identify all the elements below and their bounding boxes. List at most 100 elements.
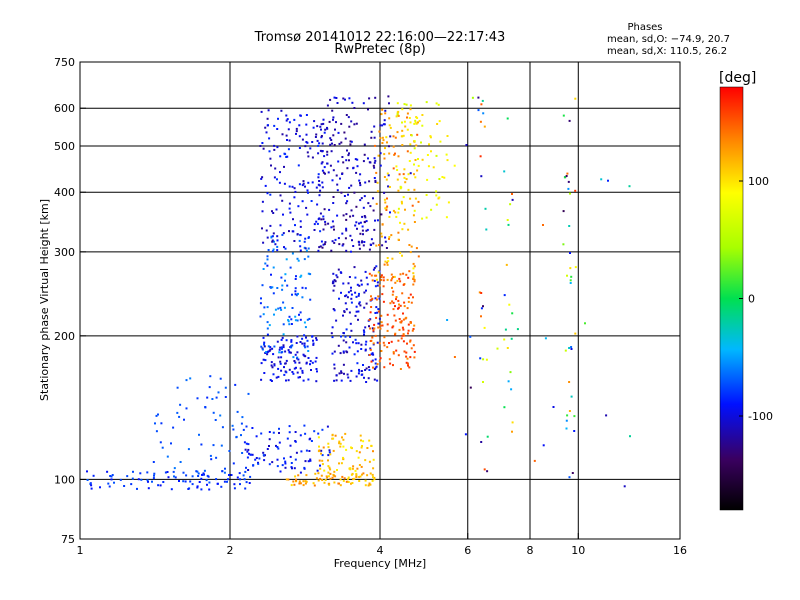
data-point — [420, 141, 422, 144]
data-point — [317, 176, 320, 179]
data-point — [251, 453, 254, 456]
data-point — [206, 483, 208, 486]
data-point — [206, 396, 209, 399]
data-point — [276, 340, 279, 343]
data-point — [288, 207, 291, 210]
data-point — [338, 462, 340, 465]
data-point — [406, 150, 409, 153]
data-point — [511, 193, 513, 195]
data-point — [110, 478, 113, 481]
data-point — [294, 458, 297, 461]
data-point — [350, 329, 353, 332]
data-point — [363, 331, 366, 334]
data-point — [366, 228, 369, 231]
data-point — [400, 135, 403, 138]
data-point — [304, 145, 307, 148]
data-point — [425, 216, 428, 219]
data-point — [362, 160, 365, 163]
data-point — [349, 289, 352, 292]
data-point — [305, 123, 308, 126]
data-point — [239, 478, 242, 481]
data-point — [196, 486, 199, 489]
data-point — [421, 158, 424, 161]
data-point — [373, 478, 376, 481]
data-point — [317, 249, 320, 252]
data-point — [305, 480, 308, 483]
data-point — [291, 344, 294, 347]
data-point — [361, 240, 364, 243]
data-point — [368, 439, 371, 442]
data-point — [364, 459, 367, 462]
data-point — [159, 484, 162, 487]
data-point — [233, 483, 236, 486]
data-point — [323, 243, 326, 246]
data-point — [338, 243, 341, 246]
data-point — [374, 312, 377, 314]
data-point — [370, 360, 373, 363]
data-point — [90, 487, 93, 490]
data-point — [403, 350, 406, 353]
data-point — [376, 181, 379, 184]
data-point — [215, 478, 218, 481]
data-point — [136, 487, 138, 490]
data-point — [223, 471, 226, 474]
data-point — [359, 434, 362, 437]
data-point — [566, 172, 569, 175]
data-point — [161, 446, 164, 449]
data-point — [272, 353, 275, 356]
data-point — [407, 173, 410, 176]
data-point — [293, 187, 296, 190]
data-point — [271, 235, 274, 238]
data-point — [399, 304, 402, 307]
data-point — [409, 251, 412, 254]
data-point — [574, 266, 577, 269]
data-point — [312, 126, 315, 129]
data-point — [409, 197, 412, 200]
data-point — [485, 358, 488, 361]
data-point — [288, 121, 291, 124]
data-point — [385, 206, 388, 209]
data-point — [409, 356, 412, 359]
data-point — [329, 453, 332, 456]
data-point — [566, 274, 568, 277]
data-point — [339, 352, 342, 355]
data-point — [298, 239, 301, 242]
data-point — [298, 361, 301, 364]
data-point — [326, 127, 329, 130]
data-point — [358, 179, 361, 182]
data-point — [307, 247, 310, 250]
data-point — [569, 282, 572, 284]
data-point — [392, 364, 394, 367]
axis-ticks — [79, 61, 681, 540]
data-point — [371, 327, 374, 330]
data-point — [479, 120, 482, 123]
data-point — [361, 241, 363, 244]
data-point — [375, 244, 378, 247]
data-point — [176, 386, 179, 389]
data-point — [336, 214, 339, 217]
data-point — [296, 319, 299, 322]
data-point — [281, 233, 284, 236]
data-point — [408, 117, 411, 119]
data-point — [307, 236, 310, 239]
data-point — [284, 460, 287, 463]
colorbar-tick-label: -100 — [748, 410, 773, 423]
data-point — [304, 287, 307, 290]
data-point — [412, 296, 414, 299]
data-point — [305, 249, 308, 252]
data-point — [394, 211, 397, 214]
data-point — [299, 234, 302, 236]
data-point — [241, 416, 244, 419]
data-point — [312, 482, 315, 485]
data-point — [293, 467, 296, 470]
data-point — [288, 323, 291, 326]
data-point — [183, 418, 185, 421]
data-point — [394, 281, 397, 284]
data-points — [86, 95, 631, 491]
data-point — [404, 181, 407, 184]
data-point — [264, 359, 267, 362]
y-tick-label: 200 — [54, 330, 75, 343]
data-point — [377, 322, 380, 325]
data-point — [322, 122, 325, 125]
data-point — [202, 472, 205, 475]
